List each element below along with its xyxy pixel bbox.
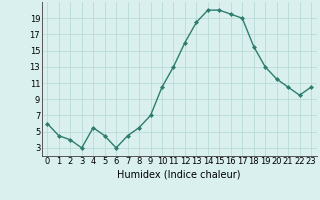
- X-axis label: Humidex (Indice chaleur): Humidex (Indice chaleur): [117, 169, 241, 179]
